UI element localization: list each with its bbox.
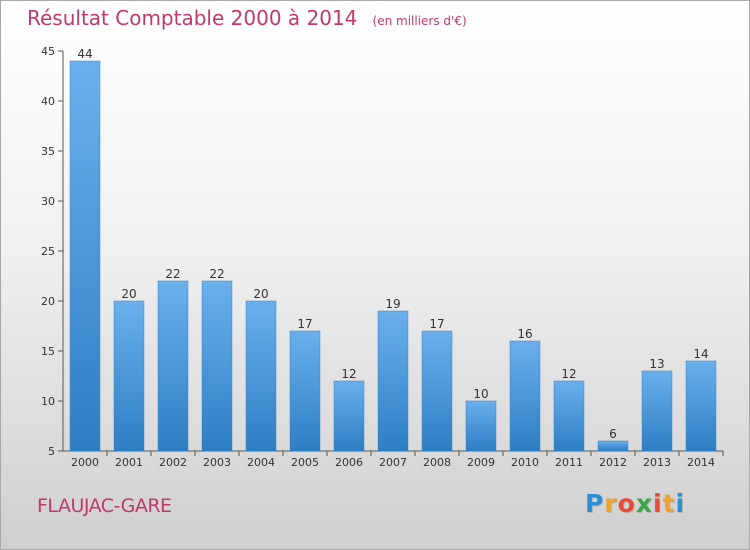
- bar-value-label: 14: [693, 347, 708, 361]
- x-tick-label: 2014: [687, 456, 715, 469]
- bar-2004: [245, 300, 277, 452]
- bar-value-label: 12: [341, 367, 356, 381]
- y-tick-label: 45: [41, 45, 55, 58]
- bar-2001: [113, 300, 145, 452]
- bar-value-label: 44: [77, 47, 92, 61]
- bars: [69, 60, 717, 452]
- x-tick-label: 2013: [643, 456, 671, 469]
- chart-subtitle: (en milliers d'€): [372, 14, 467, 28]
- bar-value-label: 22: [165, 267, 180, 281]
- proxiti-logo: Proxiti: [585, 489, 685, 518]
- x-tick-label: 2010: [511, 456, 539, 469]
- x-tick-label: 2006: [335, 456, 363, 469]
- y-tick-label: 30: [41, 195, 55, 208]
- y-tick-label: 5: [48, 445, 55, 458]
- logo-letter: i: [653, 489, 663, 518]
- x-tick-label: 2004: [247, 456, 275, 469]
- x-tick-label: 2008: [423, 456, 451, 469]
- logo-letter: i: [675, 489, 686, 518]
- logo-letter: r: [604, 489, 618, 518]
- y-tick-label: 10: [41, 395, 55, 408]
- bar-value-label: 12: [561, 367, 576, 381]
- x-tick-label: 2011: [555, 456, 583, 469]
- bar-value-label: 10: [473, 387, 488, 401]
- x-tick-label: 2007: [379, 456, 407, 469]
- bar-2014: [685, 360, 717, 452]
- bar-2009: [465, 400, 497, 452]
- x-tick-label: 2012: [599, 456, 627, 469]
- y-tick-label: 20: [41, 295, 55, 308]
- bar-value-label: 20: [253, 287, 268, 301]
- logo-letter: o: [617, 489, 636, 518]
- bar-value-label: 6: [609, 427, 617, 441]
- bar-value-label: 22: [209, 267, 224, 281]
- y-tick-label: 25: [41, 245, 55, 258]
- bar-2000: [69, 60, 101, 452]
- x-tick-label: 2000: [71, 456, 99, 469]
- logo-letter: t: [662, 489, 676, 518]
- bar-2012: [597, 440, 629, 452]
- logo-letter: P: [585, 489, 605, 518]
- y-tick-label: 15: [41, 345, 55, 358]
- bar-2005: [289, 330, 321, 452]
- bar-value-label: 13: [649, 357, 664, 371]
- y-tick-label: 40: [41, 95, 55, 108]
- value-labels: 44 20 22 22 20 17 12 19 17 10 16 12 6 13 14: [77, 47, 708, 441]
- bar-2003: [201, 280, 233, 452]
- x-tick-label: 2005: [291, 456, 319, 469]
- x-tick-label: 2003: [203, 456, 231, 469]
- bar-2007: [377, 310, 409, 452]
- x-tick-label: 2001: [115, 456, 143, 469]
- bar-value-label: 19: [385, 297, 400, 311]
- x-tick-label: 2002: [159, 456, 187, 469]
- x-tick-label: 2009: [467, 456, 495, 469]
- bar-value-label: 16: [517, 327, 532, 341]
- bar-2006: [333, 380, 365, 452]
- bar-2013: [641, 370, 673, 452]
- bar-value-label: 20: [121, 287, 136, 301]
- bar-value-label: 17: [429, 317, 444, 331]
- bar-2011: [553, 380, 585, 452]
- bar-2008: [421, 330, 453, 452]
- logo-letter: x: [635, 489, 653, 518]
- bar-2002: [157, 280, 189, 452]
- bar-value-label: 17: [297, 317, 312, 331]
- axes: 5 10 15 20 25 30 35 40 45 2000 2001 2002 2003 2004 200…: [41, 45, 724, 469]
- y-tick-label: 35: [41, 145, 55, 158]
- commune-name: FLAUJAC-GARE: [37, 495, 172, 517]
- chart-title: Résultat Comptable 2000 à 2014: [27, 6, 358, 30]
- chart-title-group: Résultat Comptable 2000 à 2014 (en milli…: [27, 6, 467, 30]
- bar-2010: [509, 340, 541, 452]
